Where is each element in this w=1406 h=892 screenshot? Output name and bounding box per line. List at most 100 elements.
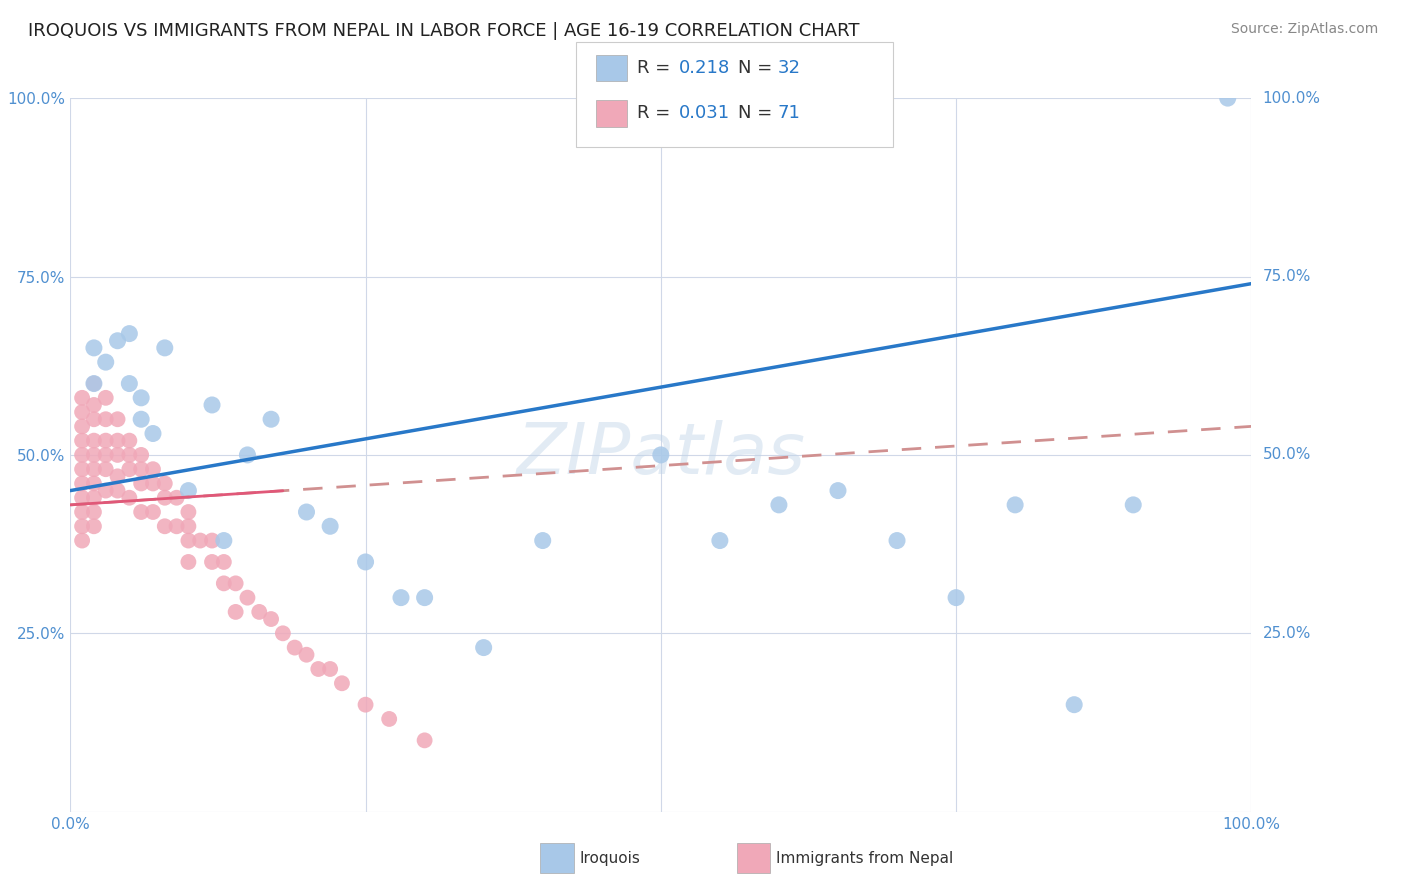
Text: Immigrants from Nepal: Immigrants from Nepal (776, 851, 953, 865)
Point (83, 505, 105, 519)
Point (201, 555, 224, 569)
Point (70, 434, 93, 448)
Text: R =: R = (637, 59, 676, 77)
Point (70, 419, 93, 434)
Point (389, 591, 412, 605)
Point (295, 505, 318, 519)
Point (70, 391, 93, 405)
Point (118, 491, 141, 505)
Text: 50.0%: 50.0% (1263, 448, 1310, 462)
Point (107, 448, 129, 462)
Point (129, 462, 152, 476)
Point (236, 591, 259, 605)
Point (118, 448, 141, 462)
Point (1063, 698, 1085, 712)
Text: N =: N = (738, 104, 778, 122)
Point (129, 412, 152, 426)
Point (177, 483, 200, 498)
Point (107, 412, 129, 426)
Text: 75.0%: 75.0% (1263, 269, 1310, 284)
Text: 0.218: 0.218 (679, 59, 730, 77)
Point (354, 698, 377, 712)
Point (107, 469, 129, 483)
Point (225, 576, 247, 591)
Point (94, 448, 117, 462)
Point (107, 434, 129, 448)
Point (1004, 498, 1026, 512)
Point (118, 376, 141, 391)
Point (153, 476, 176, 491)
Point (319, 519, 342, 533)
Point (531, 533, 554, 548)
Point (212, 533, 235, 548)
Point (1122, 498, 1144, 512)
Point (225, 605, 247, 619)
Point (83, 376, 105, 391)
Point (295, 648, 318, 662)
Point (70, 405, 93, 419)
Text: R =: R = (637, 104, 676, 122)
Point (142, 505, 165, 519)
Point (129, 391, 152, 405)
Point (153, 341, 176, 355)
Point (201, 398, 224, 412)
Point (166, 491, 188, 505)
Point (83, 412, 105, 426)
Text: Source: ZipAtlas.com: Source: ZipAtlas.com (1230, 22, 1378, 37)
Point (330, 676, 353, 690)
Text: 100.0%: 100.0% (1263, 91, 1320, 105)
Point (83, 462, 105, 476)
Point (827, 483, 849, 498)
Point (70, 462, 93, 476)
Point (768, 498, 790, 512)
Text: 0.031: 0.031 (679, 104, 730, 122)
Point (271, 626, 294, 640)
Point (118, 434, 141, 448)
Point (319, 662, 342, 676)
Point (142, 462, 165, 476)
Point (153, 491, 176, 505)
Point (107, 334, 129, 348)
Point (413, 733, 436, 747)
Point (247, 605, 270, 619)
Point (83, 341, 105, 355)
Point (107, 483, 129, 498)
Text: Iroquois: Iroquois (579, 851, 640, 865)
Text: 32: 32 (778, 59, 800, 77)
Point (177, 555, 200, 569)
Point (177, 533, 200, 548)
Text: ZIPatlas: ZIPatlas (516, 420, 806, 490)
Point (472, 640, 495, 655)
Point (70, 476, 93, 491)
Point (378, 712, 401, 726)
Point (166, 519, 188, 533)
Point (142, 476, 165, 491)
Point (70, 448, 93, 462)
Point (83, 519, 105, 533)
Point (94, 355, 117, 369)
Point (129, 505, 152, 519)
Point (118, 326, 141, 341)
Point (94, 462, 117, 476)
Point (83, 448, 105, 462)
Point (260, 612, 283, 626)
Point (886, 533, 908, 548)
Point (212, 555, 235, 569)
Point (70, 533, 93, 548)
Point (177, 519, 200, 533)
Text: IROQUOIS VS IMMIGRANTS FROM NEPAL IN LABOR FORCE | AGE 16-19 CORRELATION CHART: IROQUOIS VS IMMIGRANTS FROM NEPAL IN LAB… (28, 22, 859, 40)
Point (83, 434, 105, 448)
Point (709, 533, 731, 548)
Point (83, 398, 105, 412)
Point (212, 576, 235, 591)
Point (94, 434, 117, 448)
Point (142, 426, 165, 441)
Text: 25.0%: 25.0% (1263, 626, 1310, 640)
Point (94, 391, 117, 405)
Point (83, 476, 105, 491)
Point (118, 462, 141, 476)
Point (129, 448, 152, 462)
Point (94, 412, 117, 426)
Point (94, 483, 117, 498)
Point (307, 662, 329, 676)
